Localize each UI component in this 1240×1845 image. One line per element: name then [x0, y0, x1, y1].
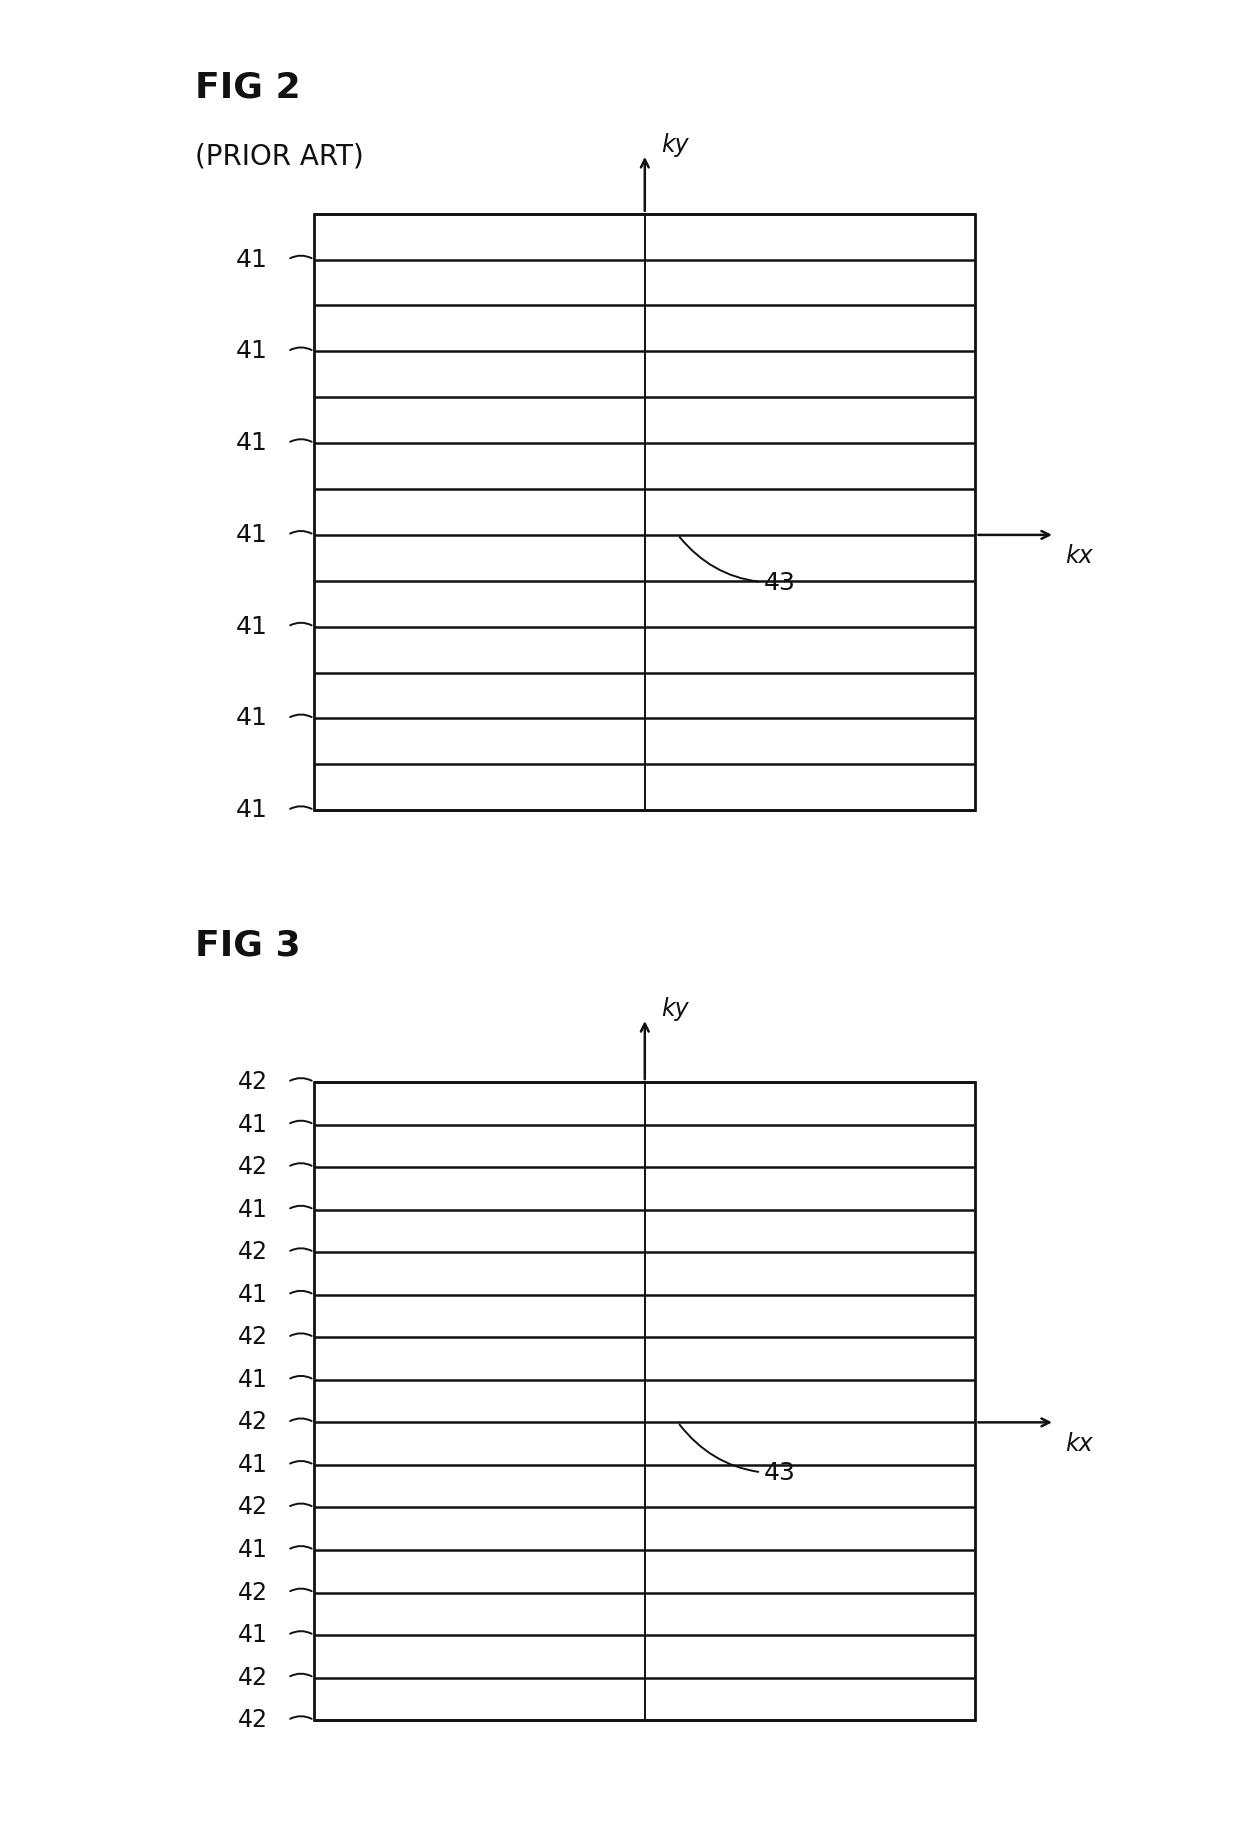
Text: kx: kx	[1065, 1432, 1092, 1456]
Text: 42: 42	[238, 1496, 268, 1520]
Text: FIG 2: FIG 2	[195, 70, 301, 105]
Text: kx: kx	[1065, 544, 1092, 568]
Text: 41: 41	[238, 1624, 268, 1648]
Text: 41: 41	[236, 707, 268, 731]
Text: 41: 41	[236, 614, 268, 638]
Text: 41: 41	[238, 1282, 268, 1306]
Text: FIG 3: FIG 3	[195, 928, 301, 963]
Text: 42: 42	[238, 1240, 268, 1264]
Text: ky: ky	[661, 996, 689, 1020]
Text: 41: 41	[236, 522, 268, 546]
Text: ky: ky	[661, 133, 689, 157]
Text: 41: 41	[238, 1197, 268, 1221]
Text: 41: 41	[236, 247, 268, 271]
Text: 41: 41	[238, 1539, 268, 1563]
Text: 43: 43	[680, 1424, 796, 1485]
Text: 42: 42	[238, 1581, 268, 1605]
Text: 41: 41	[238, 1452, 268, 1476]
Text: 42: 42	[238, 1325, 268, 1349]
Bar	[314, 214, 976, 810]
Text: 41: 41	[236, 339, 268, 363]
Text: (PRIOR ART): (PRIOR ART)	[195, 142, 363, 170]
Text: 43: 43	[680, 537, 796, 594]
Text: 42: 42	[238, 1708, 268, 1732]
Text: 42: 42	[238, 1070, 268, 1094]
Bar	[314, 1081, 976, 1720]
Text: 41: 41	[236, 799, 268, 823]
Text: 41: 41	[238, 1367, 268, 1391]
Text: 41: 41	[236, 432, 268, 456]
Text: 42: 42	[238, 1155, 268, 1179]
Text: 42: 42	[238, 1666, 268, 1690]
Text: 42: 42	[238, 1410, 268, 1434]
Text: 41: 41	[238, 1113, 268, 1137]
